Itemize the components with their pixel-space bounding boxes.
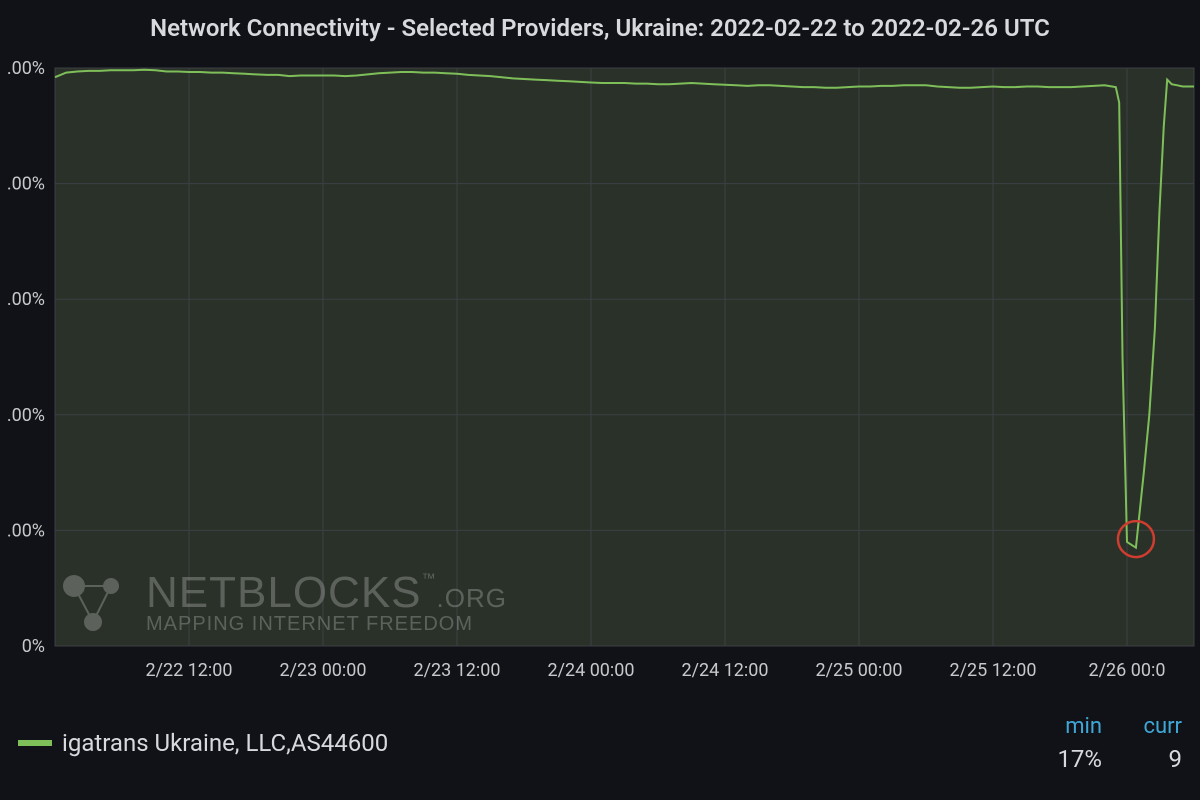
chart-container: 0% .00% .00% .00% .00% .00% 2/22 12:00 2/23 00:… <box>0 54 1200 694</box>
svg-text:.00%: .00% <box>7 520 45 541</box>
legend-value-min: 17% <box>1057 745 1102 773</box>
svg-text:.00%: .00% <box>7 174 45 195</box>
svg-text:0%: 0% <box>22 636 45 657</box>
connectivity-chart: 0% .00% .00% .00% .00% .00% 2/22 12:00 2/23 00:… <box>0 54 1200 694</box>
svg-text:2/26 00:0: 2/26 00:0 <box>1089 660 1166 681</box>
legend-col-curr: curr 9 <box>1122 714 1182 773</box>
legend-value-curr: 9 <box>1169 745 1183 773</box>
svg-text:.00%: .00% <box>7 405 45 426</box>
footer-gap <box>0 780 1200 800</box>
dashboard-panel: Network Connectivity - Selected Provider… <box>0 0 1200 800</box>
svg-text:2/24 00:00: 2/24 00:00 <box>547 660 634 681</box>
svg-text:.00%: .00% <box>7 58 45 79</box>
svg-text:.00%: .00% <box>7 289 45 310</box>
series-swatch <box>18 740 52 746</box>
legend-row: igatrans Ukraine, LLC,AS44600 min 17% cu… <box>0 694 1200 780</box>
svg-text:2/23 12:00: 2/23 12:00 <box>413 660 500 681</box>
legend-header-min: min <box>1065 714 1102 739</box>
svg-text:2/25 12:00: 2/25 12:00 <box>949 660 1036 681</box>
panel-title: Network Connectivity - Selected Provider… <box>0 0 1200 50</box>
legend-col-min: min 17% <box>1042 714 1102 773</box>
legend-header-curr: curr <box>1143 714 1182 739</box>
series-name: igatrans Ukraine, LLC,AS44600 <box>62 729 388 757</box>
svg-text:2/24 12:00: 2/24 12:00 <box>681 660 768 681</box>
svg-text:2/22 12:00: 2/22 12:00 <box>145 660 232 681</box>
svg-text:2/23 00:00: 2/23 00:00 <box>279 660 366 681</box>
svg-text:2/25 00:00: 2/25 00:00 <box>815 660 902 681</box>
legend-series[interactable]: igatrans Ukraine, LLC,AS44600 <box>18 729 1042 757</box>
